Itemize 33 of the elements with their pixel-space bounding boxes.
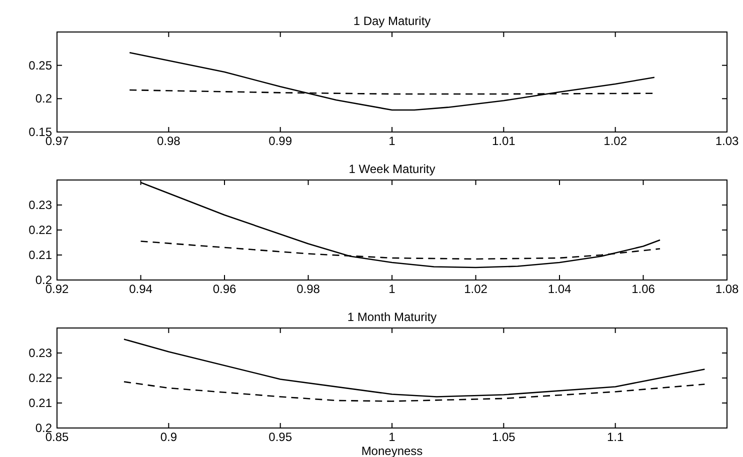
y-tick-label: 0.2 [35, 92, 52, 106]
x-tick-label: 0.94 [129, 282, 153, 296]
x-tick-label: 1 [388, 134, 396, 148]
line-series [123, 381, 706, 402]
x-tick-label: 1.04 [548, 282, 572, 296]
x-tick-label: 1.02 [604, 134, 628, 148]
y-tick-label: 0.22 [28, 371, 52, 385]
x-tick-label: 0.9 [160, 430, 178, 444]
y-tick-label: 0.23 [28, 198, 52, 212]
x-tick-label: 1.08 [715, 282, 739, 296]
x-tick-label: 1.05 [492, 430, 516, 444]
x-tick-label: 0.98 [156, 134, 181, 148]
x-tick-label: 0.98 [296, 282, 320, 296]
chart-title: 1 Week Maturity [348, 162, 436, 176]
x-tick-label: 1 [388, 282, 396, 296]
chart-title: 1 Day Maturity [353, 14, 431, 28]
y-tick-label: 0.21 [28, 396, 52, 410]
line-series [123, 338, 706, 398]
x-tick-label: 1.01 [492, 134, 516, 148]
y-tick-label: 0.22 [28, 223, 52, 237]
x-tick-label: 0.95 [268, 430, 292, 444]
x-tick-label: 1 [388, 430, 396, 444]
x-tick-label: 0.99 [268, 134, 292, 148]
x-tick-label: 1.03 [715, 134, 739, 148]
y-tick-label: 0.25 [28, 58, 52, 72]
x-tick-label: 1.02 [464, 282, 488, 296]
line-series [128, 52, 656, 111]
x-tick-label: 1.06 [632, 282, 656, 296]
y-tick-label: 0.21 [28, 248, 52, 262]
y-tick-label: 0.23 [28, 346, 52, 360]
x-tick-label: 0.96 [212, 282, 236, 296]
x-tick-label: 1.1 [606, 430, 624, 444]
chart-title: 1 Month Maturity [347, 310, 437, 324]
